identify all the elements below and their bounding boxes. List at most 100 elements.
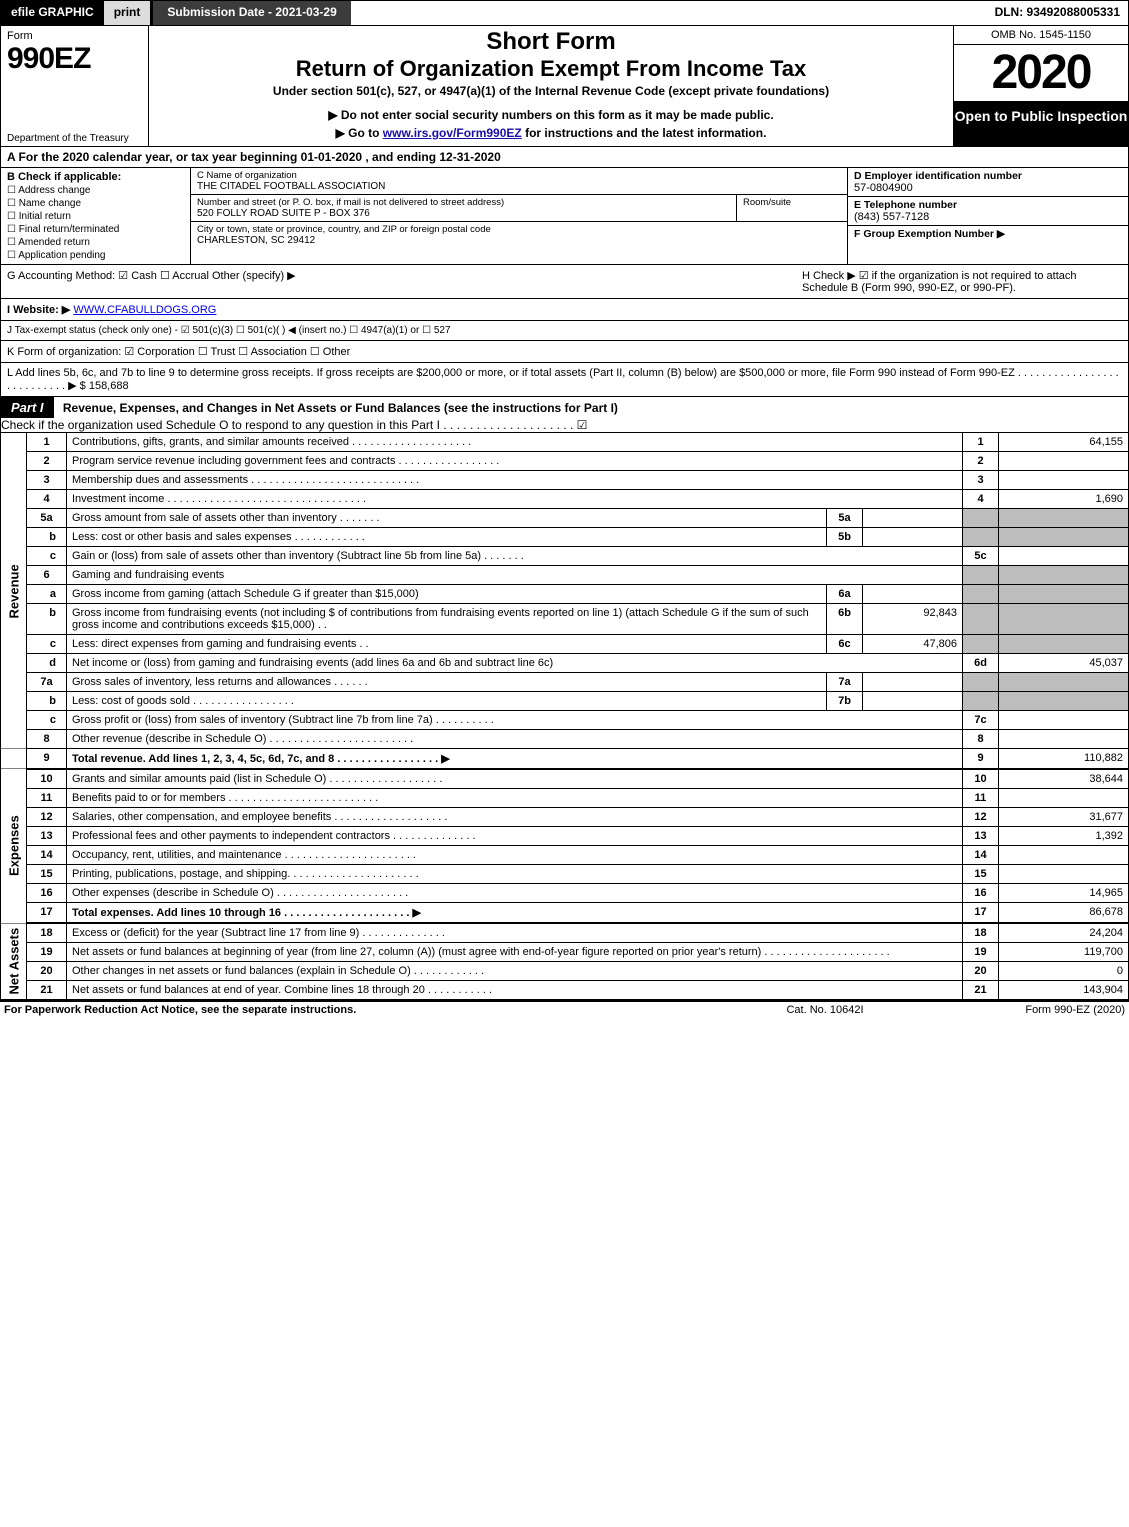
footer-form-ref: Form 990-EZ (2020) <box>925 1004 1125 1016</box>
l6b-grey <box>963 604 999 635</box>
l7b-grey2 <box>999 692 1129 711</box>
I-website-pre: I Website: ▶ <box>7 304 70 316</box>
print-button[interactable]: print <box>104 1 154 25</box>
l4-no: 4 <box>27 490 67 509</box>
l6c-grey2 <box>999 635 1129 654</box>
part-I-lines-table: Revenue 1 Contributions, gifts, grants, … <box>0 433 1129 1000</box>
l10-amt: 38,644 <box>999 769 1129 789</box>
l8-desc: Other revenue (describe in Schedule O) .… <box>67 730 963 749</box>
L-amount: $ 158,688 <box>80 380 129 392</box>
identity-block: B Check if applicable: Address change Na… <box>0 168 1129 265</box>
chk-address-change[interactable]: Address change <box>7 185 184 196</box>
l12-rno: 12 <box>963 808 999 827</box>
l14-rno: 14 <box>963 846 999 865</box>
l5b-desc: Less: cost or other basis and sales expe… <box>67 528 827 547</box>
l5c-rno: 5c <box>963 547 999 566</box>
l7b-subv <box>863 692 963 711</box>
B-label: B Check if applicable: <box>7 171 121 183</box>
l9-amt: 110,882 <box>999 749 1129 770</box>
chk-name-change[interactable]: Name change <box>7 198 184 209</box>
l6b-desc: Gross income from fundraising events (no… <box>67 604 827 635</box>
l9-desc: Total revenue. Add lines 1, 2, 3, 4, 5c,… <box>67 749 963 770</box>
l7c-amt <box>999 711 1129 730</box>
l18-no: 18 <box>27 923 67 943</box>
l6a-grey <box>963 585 999 604</box>
l7a-subv <box>863 673 963 692</box>
l6c-sub: 6c <box>827 635 863 654</box>
l6a-no: a <box>27 585 67 604</box>
l7c-no: c <box>27 711 67 730</box>
telephone-value: (843) 557-7128 <box>854 211 929 223</box>
l17-desc: Total expenses. Add lines 10 through 16 … <box>67 903 963 924</box>
J-tax-exempt-status: J Tax-exempt status (check only one) - ☑… <box>7 325 1122 336</box>
l20-desc: Other changes in net assets or fund bala… <box>67 962 963 981</box>
chk-initial-return[interactable]: Initial return <box>7 211 184 222</box>
org-city-state-zip: CHARLESTON, SC 29412 <box>197 235 315 246</box>
l2-desc: Program service revenue including govern… <box>67 452 963 471</box>
l7b-sub: 7b <box>827 692 863 711</box>
l4-amt: 1,690 <box>999 490 1129 509</box>
l17-rno: 17 <box>963 903 999 924</box>
l6c-no: c <box>27 635 67 654</box>
l1-desc: Contributions, gifts, grants, and simila… <box>67 433 963 452</box>
org-address: 520 FOLLY ROAD SUITE P - BOX 376 <box>197 208 370 219</box>
l6a-subv <box>863 585 963 604</box>
part-I-badge: Part I <box>1 397 54 418</box>
goto-pre: ▶ Go to <box>336 126 383 140</box>
l19-desc: Net assets or fund balances at beginning… <box>67 943 963 962</box>
l15-amt <box>999 865 1129 884</box>
irs-link[interactable]: www.irs.gov/Form990EZ <box>383 126 522 140</box>
l9-no: 9 <box>27 749 67 770</box>
form-title-block: Short Form Return of Organization Exempt… <box>149 26 953 146</box>
l12-desc: Salaries, other compensation, and employ… <box>67 808 963 827</box>
l6a-desc: Gross income from gaming (attach Schedul… <box>67 585 827 604</box>
chk-amended-return[interactable]: Amended return <box>7 237 184 248</box>
short-form-title: Short Form <box>155 28 947 56</box>
footer-catno: Cat. No. 10642I <box>725 1004 925 1016</box>
col-DEF: D Employer identification number 57-0804… <box>848 168 1128 264</box>
l7b-desc: Less: cost of goods sold . . . . . . . .… <box>67 692 827 711</box>
l2-rno: 2 <box>963 452 999 471</box>
l13-no: 13 <box>27 827 67 846</box>
website-link[interactable]: WWW.CFABULLDOGS.ORG <box>73 304 216 316</box>
footer-paperwork: For Paperwork Reduction Act Notice, see … <box>4 1004 725 1016</box>
l5a-grey <box>963 509 999 528</box>
L-text: L Add lines 5b, 6c, and 7b to line 9 to … <box>7 367 1119 392</box>
l5c-amt <box>999 547 1129 566</box>
chk-final-return[interactable]: Final return/terminated <box>7 224 184 235</box>
l3-no: 3 <box>27 471 67 490</box>
l7c-desc: Gross profit or (loss) from sales of inv… <box>67 711 963 730</box>
efile-graphic-label: efile GRAPHIC <box>1 1 104 25</box>
l12-no: 12 <box>27 808 67 827</box>
form-header: Form 990EZ Department of the Treasury Sh… <box>0 26 1129 147</box>
l5b-no: b <box>27 528 67 547</box>
omb-number: OMB No. 1545-1150 <box>954 26 1128 45</box>
chk-application-pending[interactable]: Application pending <box>7 250 184 261</box>
l18-desc: Excess or (deficit) for the year (Subtra… <box>67 923 963 943</box>
part-I-title: Revenue, Expenses, and Changes in Net As… <box>63 401 618 415</box>
l5b-sub: 5b <box>827 528 863 547</box>
no-ssn-notice: ▶ Do not enter social security numbers o… <box>155 108 947 122</box>
l5c-no: c <box>27 547 67 566</box>
l6b-grey2 <box>999 604 1129 635</box>
l4-desc: Investment income . . . . . . . . . . . … <box>67 490 963 509</box>
return-title: Return of Organization Exempt From Incom… <box>155 56 947 82</box>
page-footer: For Paperwork Reduction Act Notice, see … <box>0 1000 1129 1018</box>
l19-amt: 119,700 <box>999 943 1129 962</box>
l11-desc: Benefits paid to or for members . . . . … <box>67 789 963 808</box>
l13-amt: 1,392 <box>999 827 1129 846</box>
l6b-sub: 6b <box>827 604 863 635</box>
C-name-label: C Name of organization <box>197 170 841 181</box>
l1-amt: 64,155 <box>999 433 1129 452</box>
l17-amt: 86,678 <box>999 903 1129 924</box>
l21-rno: 21 <box>963 981 999 1000</box>
l5b-grey <box>963 528 999 547</box>
submission-date-label: Submission Date - 2021-03-29 <box>153 1 350 25</box>
l5a-sub: 5a <box>827 509 863 528</box>
l1-rno: 1 <box>963 433 999 452</box>
l8-amt <box>999 730 1129 749</box>
l16-no: 16 <box>27 884 67 903</box>
l5a-grey2 <box>999 509 1129 528</box>
l6d-amt: 45,037 <box>999 654 1129 673</box>
top-bar: efile GRAPHIC print Submission Date - 20… <box>0 0 1129 26</box>
